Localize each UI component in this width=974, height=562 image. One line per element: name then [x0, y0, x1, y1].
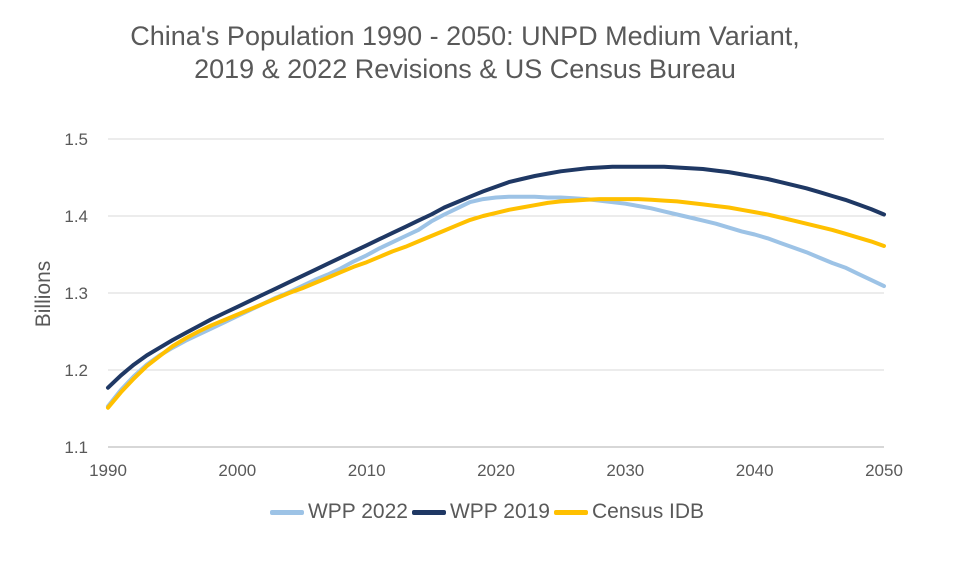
- x-tick-label: 2050: [865, 461, 903, 480]
- series-lines: [106, 164, 886, 410]
- x-tick-label: 2030: [606, 461, 644, 480]
- series-line-wpp-2019: [106, 164, 886, 390]
- legend-label: WPP 2022: [307, 500, 408, 523]
- legend-label: Census IDB: [591, 500, 705, 523]
- series-line-wpp-2022: [106, 194, 886, 409]
- y-tick-label: 1.5: [64, 130, 88, 149]
- legend: WPP 2022 WPP 2019 Census IDB: [0, 500, 974, 524]
- y-axis-title: Billions: [32, 261, 55, 328]
- legend-swatch: [411, 509, 446, 515]
- legend-swatch: [269, 509, 304, 515]
- y-tick-label: 1.4: [64, 207, 88, 226]
- series-line-census-idb: [106, 197, 886, 410]
- x-tick-label: 2010: [348, 461, 386, 480]
- gridlines: [108, 138, 884, 448]
- x-tick-label: 2040: [736, 461, 774, 480]
- legend-item: WPP 2022: [269, 500, 408, 524]
- x-tick-label: 2020: [477, 461, 515, 480]
- chart-title-line-2: 2019 & 2022 Revisions & US Census Bureau: [194, 54, 736, 84]
- x-tick-label: 2000: [218, 461, 256, 480]
- legend-item: WPP 2019: [411, 500, 550, 524]
- y-tick-label: 1.3: [64, 284, 88, 303]
- y-tick-label: 1.1: [64, 438, 88, 457]
- axes: 1.1 1.2 1.3 1.4 1.5 1990 2000 2010 2020 2030 2040 2…: [64, 130, 903, 480]
- chart-title: China's Population 1990 - 2050: UNPD Med…: [0, 20, 930, 86]
- chart-title-line-1: China's Population 1990 - 2050: UNPD Med…: [130, 21, 800, 51]
- legend-item: Census IDB: [553, 500, 705, 524]
- x-tick-label: 1990: [89, 461, 127, 480]
- legend-swatch: [553, 509, 588, 515]
- y-tick-label: 1.2: [64, 361, 88, 380]
- line-chart: 1.1 1.2 1.3 1.4 1.5 1990 2000 2010 2020 2030 2040 2…: [32, 130, 903, 480]
- legend-label: WPP 2019: [449, 500, 550, 523]
